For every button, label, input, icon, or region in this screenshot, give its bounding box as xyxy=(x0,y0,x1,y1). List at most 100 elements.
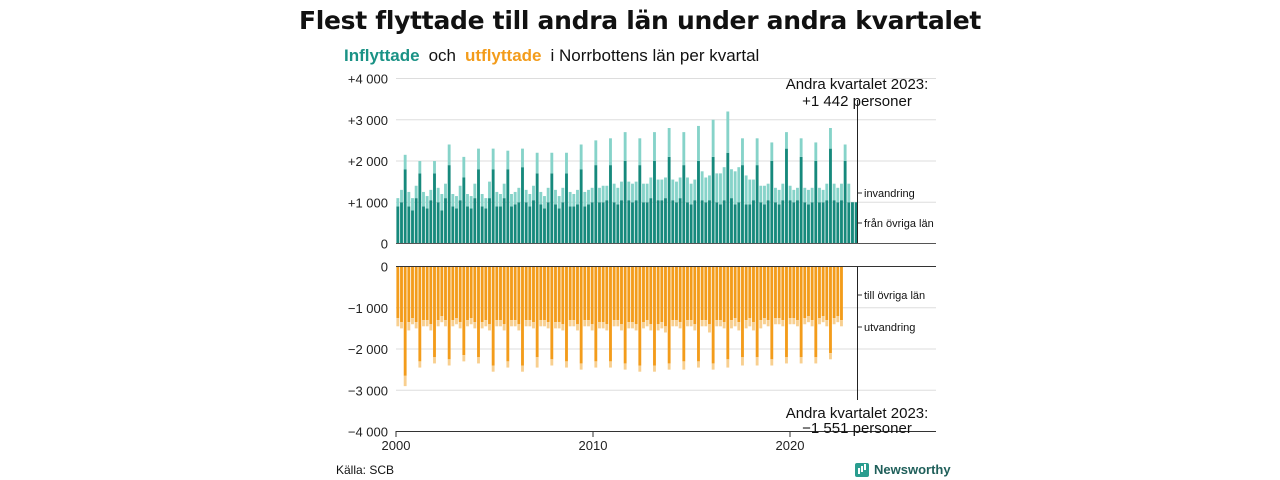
bar-fran-ovriga-lan xyxy=(785,148,788,244)
bar-invandring xyxy=(722,167,726,201)
bar-utvandring xyxy=(807,316,810,323)
bar-invandring xyxy=(693,179,697,201)
bar-invandring xyxy=(414,185,418,199)
bar-till-ovriga-lan xyxy=(440,266,444,316)
bar-invandring xyxy=(502,183,506,199)
axis-layer: 0 +1 000 +2 000 +3 000 +4 000 0 −1 000 −2 000 −3… xyxy=(348,72,936,453)
bar-utvandring xyxy=(557,322,561,329)
bar-till-ovriga-lan xyxy=(741,266,744,358)
bar-till-ovriga-lan xyxy=(807,266,810,316)
bar-utvandring xyxy=(425,320,429,327)
y-tick-label: 0 xyxy=(381,260,388,275)
bar-utvandring xyxy=(741,357,744,366)
bar-invandring xyxy=(609,138,612,166)
bar-till-ovriga-lan xyxy=(634,266,638,325)
bar-utvandring xyxy=(616,320,620,327)
bar-till-ovriga-lan xyxy=(766,266,770,321)
bar-fran-ovriga-lan xyxy=(631,202,634,244)
bar-utvandring xyxy=(788,318,792,325)
bar-invandring xyxy=(653,132,656,161)
subtitle-inflow: Inflyttade xyxy=(344,46,420,65)
bar-fran-ovriga-lan xyxy=(620,200,623,244)
bar-till-ovriga-lan xyxy=(601,266,605,323)
bar-invandring xyxy=(565,152,568,174)
bar-till-ovriga-lan xyxy=(763,266,766,319)
bar-fran-ovriga-lan xyxy=(627,200,631,244)
bar-invandring xyxy=(689,183,693,205)
bar-till-ovriga-lan xyxy=(598,266,601,323)
bar-utvandring xyxy=(594,361,598,368)
bar-utvandring xyxy=(781,320,785,327)
bar-utvandring xyxy=(495,320,499,327)
bar-fran-ovriga-lan xyxy=(693,200,697,244)
bar-till-ovriga-lan xyxy=(667,266,671,364)
bar-fran-ovriga-lan xyxy=(664,198,667,244)
bar-utvandring xyxy=(510,320,513,327)
side-label-invandring: invandring xyxy=(864,188,915,200)
bar-fran-ovriga-lan xyxy=(546,202,550,244)
bar-utvandring xyxy=(770,359,774,366)
bar-till-ovriga-lan xyxy=(715,266,719,321)
bar-till-ovriga-lan xyxy=(458,266,462,323)
bar-fran-ovriga-lan xyxy=(766,200,770,244)
bar-invandring xyxy=(524,189,528,203)
bar-till-ovriga-lan xyxy=(400,266,403,323)
bar-fran-ovriga-lan xyxy=(403,169,407,244)
bar-till-ovriga-lan xyxy=(532,266,535,323)
bar-fran-ovriga-lan xyxy=(557,208,561,244)
bar-utvandring xyxy=(763,318,766,325)
bar-utvandring xyxy=(587,320,590,327)
side-label-till-ovriga-lan: till övriga län xyxy=(864,290,925,302)
bar-fran-ovriga-lan xyxy=(433,173,436,244)
bar-utvandring xyxy=(631,322,634,329)
bar-invandring xyxy=(649,177,653,199)
bar-invandring xyxy=(744,175,748,205)
bar-invandring xyxy=(730,169,733,199)
bar-utvandring xyxy=(458,322,462,329)
bar-utvandring xyxy=(792,318,796,325)
bar-utvandring xyxy=(693,324,697,331)
bar-fran-ovriga-lan xyxy=(686,202,689,244)
bar-utvandring xyxy=(418,361,422,368)
bar-utvandring xyxy=(689,320,693,327)
bar-fran-ovriga-lan xyxy=(609,165,612,244)
bar-utvandring xyxy=(759,320,763,329)
bar-utvandring xyxy=(719,320,722,327)
bar-till-ovriga-lan xyxy=(447,266,451,360)
bar-till-ovriga-lan xyxy=(799,266,803,358)
bar-till-ovriga-lan xyxy=(565,266,568,362)
bar-till-ovriga-lan xyxy=(473,266,477,323)
bar-till-ovriga-lan xyxy=(396,266,400,319)
bar-utvandring xyxy=(477,357,480,364)
bar-invandring xyxy=(535,152,539,174)
bar-fran-ovriga-lan xyxy=(418,173,422,244)
bar-fran-ovriga-lan xyxy=(744,204,748,244)
bar-till-ovriga-lan xyxy=(590,266,594,325)
bar-till-ovriga-lan xyxy=(499,266,502,321)
bar-utvandring xyxy=(403,375,407,387)
bar-utvandring xyxy=(818,318,821,325)
bar-till-ovriga-lan xyxy=(759,266,763,321)
bar-utvandring xyxy=(700,320,704,327)
bar-till-ovriga-lan xyxy=(748,266,752,319)
bar-utvandring xyxy=(774,318,777,325)
bar-utvandring xyxy=(554,322,557,329)
bar-invandring xyxy=(667,128,671,157)
bar-utvandring xyxy=(513,320,517,327)
bar-utvandring xyxy=(466,320,469,327)
bar-fran-ovriga-lan xyxy=(535,173,539,244)
bar-fran-ovriga-lan xyxy=(572,206,576,244)
bar-invandring xyxy=(788,185,792,201)
bar-till-ovriga-lan xyxy=(840,266,843,321)
bar-utvandring xyxy=(568,320,572,327)
bar-till-ovriga-lan xyxy=(700,266,704,321)
bar-invandring xyxy=(843,144,847,161)
bar-utvandring xyxy=(660,322,664,329)
bar-utvandring xyxy=(796,320,799,327)
brand-logo[interactable]: Newsworthy xyxy=(855,462,951,477)
bar-till-ovriga-lan xyxy=(579,266,583,364)
brand-name: Newsworthy xyxy=(874,462,951,477)
bar-till-ovriga-lan xyxy=(535,266,539,358)
bar-invandring xyxy=(620,181,623,201)
bar-till-ovriga-lan xyxy=(587,266,590,321)
